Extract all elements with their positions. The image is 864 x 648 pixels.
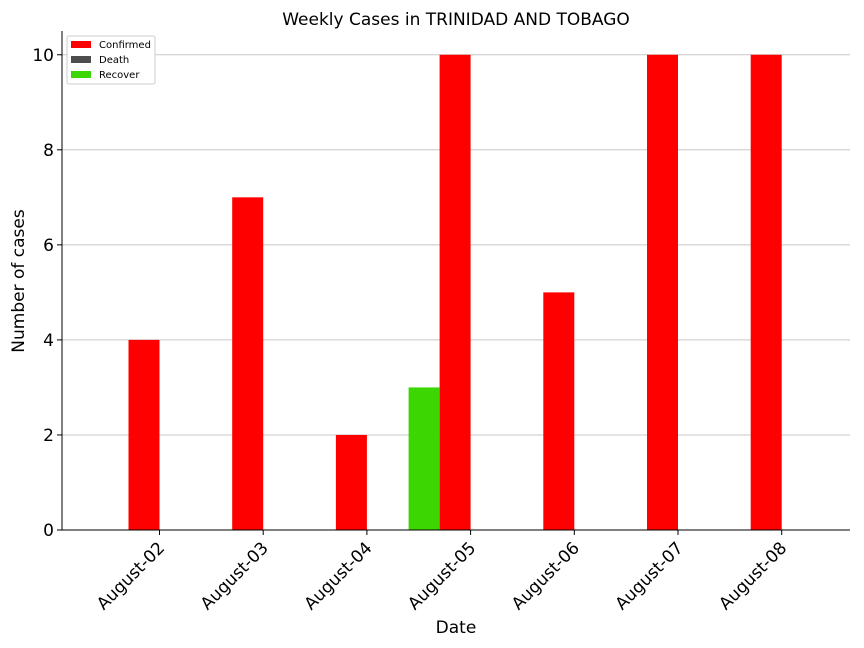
- bars: [128, 54, 782, 531]
- legend-label-recover: Recover: [99, 70, 140, 81]
- y-tick-label: 4: [43, 331, 54, 351]
- x-tick-label: August-02: [93, 538, 169, 614]
- x-tick-label: August-04: [301, 538, 377, 614]
- legend-label-confirmed: Confirmed: [99, 40, 151, 51]
- bar-confirmed-august-08: [750, 54, 782, 531]
- x-tick-label: August-08: [715, 538, 791, 614]
- bar-confirmed-august-04: [335, 434, 367, 530]
- y-tick-label: 0: [43, 521, 54, 541]
- legend-label-death: Death: [99, 55, 129, 66]
- y-axis-ticks: 0 2 4 6 8 10: [32, 46, 62, 541]
- x-tick-label: August-05: [404, 538, 480, 614]
- bar-confirmed-august-03: [232, 197, 264, 531]
- x-axis-ticks: August-02 August-03 August-04 August-05 Augu…: [93, 530, 791, 614]
- chart-title: Weekly Cases in TRINIDAD AND TOBAGO: [282, 10, 630, 30]
- legend-swatch-recover: [71, 71, 91, 78]
- x-tick-label: August-06: [508, 538, 584, 614]
- legend: Confirmed Death Recover: [66, 35, 156, 85]
- bar-confirmed-august-05: [439, 54, 471, 531]
- legend-swatch-confirmed: [71, 41, 91, 48]
- bar-recover-august-05: [408, 387, 440, 530]
- bar-confirmed-august-06: [543, 292, 575, 530]
- bar-confirmed-august-02: [128, 339, 160, 530]
- y-tick-label: 6: [43, 236, 54, 256]
- x-tick-label: August-03: [197, 538, 273, 614]
- y-tick-label: 10: [32, 46, 54, 66]
- legend-swatch-death: [71, 56, 91, 63]
- bar-confirmed-august-07: [647, 54, 678, 531]
- x-tick-label: August-07: [612, 538, 688, 614]
- y-tick-label: 8: [43, 141, 54, 161]
- x-axis-label: Date: [436, 618, 477, 638]
- y-tick-label: 2: [43, 426, 54, 446]
- y-axis-label: Number of cases: [9, 209, 29, 353]
